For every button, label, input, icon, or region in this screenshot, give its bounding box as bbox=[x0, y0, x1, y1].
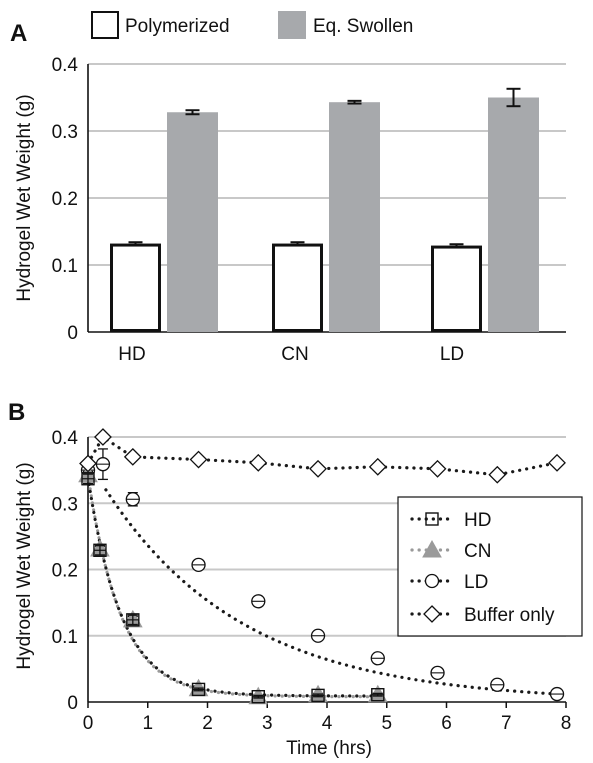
panel-a-letter: A bbox=[10, 20, 27, 47]
fit-line-hd bbox=[86, 475, 380, 698]
legend-marker-ld bbox=[424, 573, 440, 589]
y-tick-label: 0.4 bbox=[52, 55, 79, 76]
bar-eq-swollen-hd bbox=[167, 112, 218, 333]
x-tick-label: 7 bbox=[501, 713, 512, 734]
panel-a-y-axis-title: Hydrogel Wet Weight (g) bbox=[14, 94, 35, 301]
y-tick-label: 0.3 bbox=[52, 494, 78, 515]
legend-marker-cn bbox=[422, 539, 442, 558]
fit-line-ld bbox=[104, 488, 559, 696]
point-buffer-only bbox=[548, 453, 566, 472]
point-buffer-only bbox=[249, 453, 268, 472]
panel-b-fit-lines bbox=[86, 434, 559, 699]
panel-a: A 0 0.1 0.2 0.3 0.4 HD CN LD Hydrogel Wet Weig… bbox=[10, 11, 566, 365]
legend-swatch-eq-swollen bbox=[278, 11, 306, 39]
legend-marker-hd bbox=[425, 512, 439, 526]
y-tick-label: 0.1 bbox=[52, 256, 78, 277]
panel-b-letter: B bbox=[8, 399, 25, 426]
bar-polymerized-cn bbox=[272, 243, 323, 332]
legend-label-hd: HD bbox=[464, 510, 491, 531]
legend-marker-buffer-only bbox=[423, 605, 441, 623]
point-buffer-only bbox=[94, 428, 112, 446]
y-tick-label: 0.2 bbox=[52, 561, 78, 582]
panel-b-x-ticks: 0 1 2 3 4 5 6 7 8 bbox=[83, 713, 572, 734]
legend-label-eq-swollen: Eq. Swollen bbox=[313, 16, 413, 37]
point-buffer-only bbox=[123, 447, 142, 466]
x-tick-label: 1 bbox=[142, 713, 153, 734]
point-buffer-only bbox=[428, 459, 447, 478]
fit-line-buffer-only bbox=[86, 434, 559, 477]
point-buffer-only bbox=[189, 450, 208, 469]
legend-label-cn: CN bbox=[464, 541, 491, 562]
x-tick-label: 5 bbox=[381, 713, 392, 734]
point-buffer-only bbox=[309, 459, 327, 478]
x-tick-label: 6 bbox=[441, 713, 452, 734]
panel-a-legend: Polymerized Eq. Swollen bbox=[91, 11, 413, 39]
fit-line-cn bbox=[86, 473, 380, 699]
x-tick-label-cn: CN bbox=[281, 344, 308, 365]
panel-b-points bbox=[78, 428, 566, 705]
bar-polymerized-hd bbox=[110, 243, 161, 332]
y-tick-label: 0.4 bbox=[52, 428, 79, 449]
panel-b-y-ticks: 0 0.1 0.2 0.3 0.4 bbox=[52, 428, 79, 714]
y-tick-label: 0.1 bbox=[52, 627, 78, 648]
point-buffer-only bbox=[79, 454, 97, 473]
legend-label-buffer-only: Buffer only bbox=[464, 605, 555, 626]
point-buffer-only bbox=[368, 457, 387, 476]
panel-a-x-ticks: HD CN LD bbox=[118, 344, 464, 365]
legend-label-ld: LD bbox=[464, 572, 488, 593]
x-tick-label: 0 bbox=[83, 713, 94, 734]
x-tick-label: 8 bbox=[561, 713, 572, 734]
y-tick-label: 0 bbox=[67, 323, 78, 344]
x-tick-label: 4 bbox=[322, 713, 333, 734]
bar-polymerized-ld bbox=[431, 245, 482, 333]
legend-swatch-polymerized bbox=[91, 11, 119, 39]
y-tick-label: 0 bbox=[67, 693, 78, 714]
x-tick-label-ld: LD bbox=[440, 344, 464, 365]
panel-b: B 0 0.1 0.2 0.3 0.4 0 1 2 3 4 5 6 7 8 Hydrogel Wet W… bbox=[8, 399, 583, 759]
x-tick-label: 3 bbox=[262, 713, 273, 734]
point-buffer-only bbox=[488, 465, 507, 484]
panel-a-bars bbox=[110, 87, 539, 333]
x-tick-label-hd: HD bbox=[118, 344, 145, 365]
panel-b-x-axis-title: Time (hrs) bbox=[286, 738, 372, 759]
panel-a-y-ticks: 0 0.1 0.2 0.3 0.4 bbox=[52, 55, 79, 344]
y-tick-label: 0.3 bbox=[52, 122, 78, 143]
legend-label-polymerized: Polymerized bbox=[125, 16, 230, 37]
panel-b-legend: HD CN LD Buffer only bbox=[397, 496, 583, 637]
bar-eq-swollen-cn bbox=[329, 102, 380, 332]
bar-eq-swollen-ld bbox=[488, 97, 539, 332]
y-tick-label: 0.2 bbox=[52, 189, 78, 210]
x-tick-label: 2 bbox=[202, 713, 213, 734]
panel-b-y-axis-title: Hydrogel Wet Weight (g) bbox=[14, 462, 35, 669]
